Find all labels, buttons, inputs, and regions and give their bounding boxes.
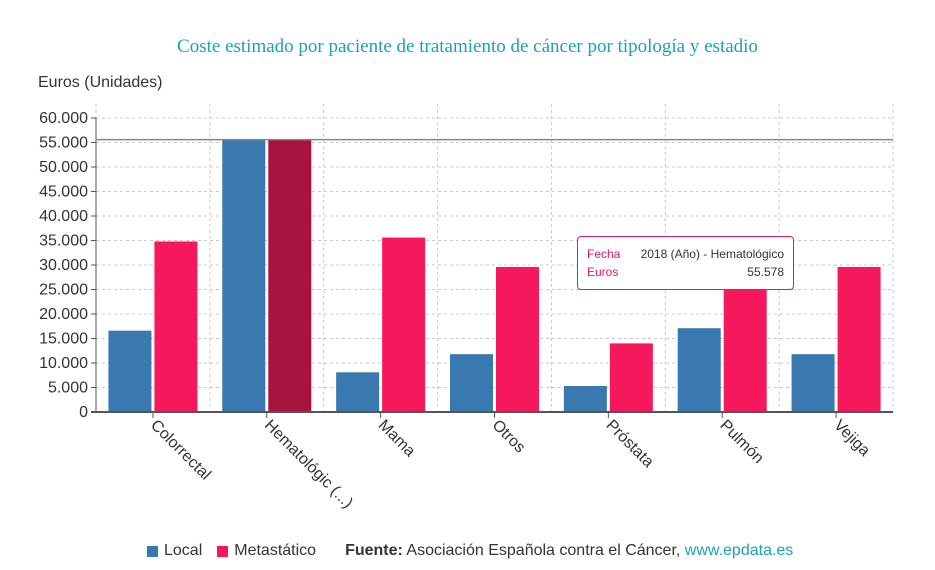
bar-metasttico-6 — [837, 266, 881, 412]
source-label: Fuente: — [345, 542, 403, 559]
legend: Local Metastático Fuente: Asociación Esp… — [147, 542, 793, 560]
tooltip-euros-value: 55.578 — [747, 265, 784, 279]
bar-local-4 — [563, 386, 607, 412]
y-tick-label: 30.000 — [39, 257, 88, 274]
y-tick-label: 55.000 — [39, 135, 88, 152]
tooltip-date-value: 2018 (Año) - Hematológico — [640, 247, 784, 261]
y-tick-label: 50.000 — [39, 159, 88, 176]
y-tick-label: 0 — [79, 404, 88, 421]
source-note: Fuente: Asociación Española contra el Cá… — [345, 542, 793, 560]
bar-local-1 — [222, 139, 266, 413]
bar-local-0 — [108, 330, 152, 412]
tooltip-euros-key: Euros — [587, 265, 619, 279]
y-tick-label: 35.000 — [39, 233, 88, 250]
y-tick-label: 10.000 — [39, 355, 88, 372]
bar-metasttico-2 — [382, 237, 426, 412]
y-tick-label: 15.000 — [39, 331, 88, 348]
legend-swatch-metastatico — [217, 545, 229, 557]
x-tick-label: Próstata — [603, 417, 657, 471]
y-tick-label: 20.000 — [39, 306, 88, 323]
y-tick-label: 25.000 — [39, 282, 88, 299]
hover-tooltip: Fecha 2018 (Año) - Hematológico Euros 55… — [577, 236, 794, 290]
source-text: Asociación Española contra el Cáncer, — [406, 542, 681, 559]
tooltip-date-key: Fecha — [587, 247, 621, 261]
source-link[interactable]: www.epdata.es — [684, 542, 794, 559]
bar-metasttico-1 — [268, 139, 312, 413]
legend-item-metastatico[interactable]: Metastático — [217, 542, 316, 560]
x-tick-label: Pulmón — [716, 417, 766, 467]
legend-label-metastatico: Metastático — [234, 542, 317, 559]
legend-swatch-local — [147, 545, 158, 557]
bar-metasttico-4 — [609, 343, 653, 412]
bar-metasttico-0 — [154, 241, 198, 412]
y-axis-label: Euros (Unidades) — [38, 74, 163, 91]
legend-label-local: Local — [164, 542, 203, 559]
y-tick-label: 40.000 — [39, 208, 88, 225]
bar-local-2 — [336, 372, 380, 412]
bar-local-5 — [677, 328, 721, 412]
bar-metasttico-3 — [496, 266, 539, 412]
y-tick-label: 5.000 — [48, 380, 88, 397]
x-tick-label: Mama — [375, 417, 419, 461]
legend-item-local[interactable]: Local — [147, 542, 202, 560]
x-tick-label: Colorrectal — [147, 417, 214, 484]
y-tick-label: 45.000 — [39, 184, 88, 201]
x-tick-label: Hematológic (...) — [261, 417, 356, 512]
bar-local-3 — [450, 354, 493, 412]
x-tick-label: Otros — [489, 417, 529, 457]
y-tick-label: 60.000 — [39, 110, 88, 127]
chart-title: Coste estimado por paciente de tratamien… — [177, 36, 758, 57]
x-tick-label: Vejiga — [830, 417, 873, 460]
axes — [91, 117, 893, 418]
bar-local-6 — [791, 354, 835, 412]
bars — [108, 139, 881, 413]
